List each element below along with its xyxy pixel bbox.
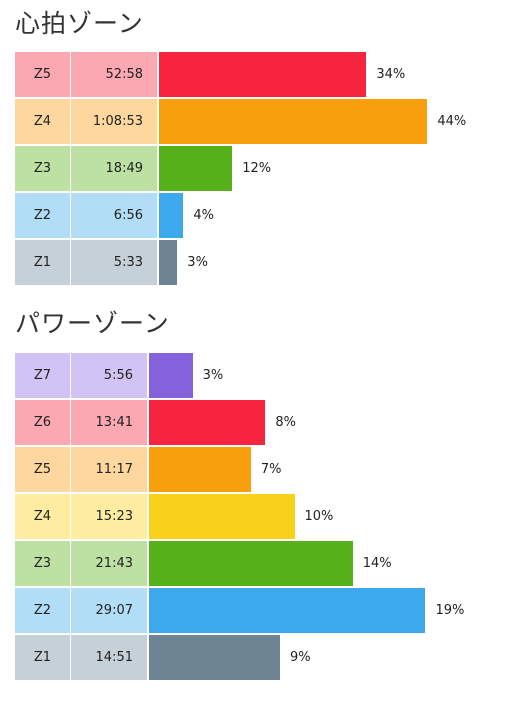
zone-row: Z6 13:41 8% bbox=[15, 400, 514, 445]
zone-bar bbox=[149, 494, 295, 539]
zone-time: 21:43 bbox=[71, 541, 147, 586]
zone-percent-label: 4% bbox=[193, 208, 215, 223]
zone-percent-label: 3% bbox=[202, 368, 224, 383]
zone-percent-label: 14% bbox=[362, 556, 392, 571]
zone-bar bbox=[149, 400, 266, 445]
zone-bar bbox=[159, 146, 233, 191]
zone-bar bbox=[159, 99, 428, 144]
zone-bar bbox=[149, 588, 426, 633]
zone-row: Z5 11:17 7% bbox=[15, 447, 514, 492]
zone-row: Z1 14:51 9% bbox=[15, 635, 514, 680]
zone-label: Z1 bbox=[15, 635, 70, 680]
zone-time: 5:33 bbox=[71, 240, 157, 285]
zone-label: Z3 bbox=[15, 146, 70, 191]
zone-row: Z4 1:08:53 44% bbox=[15, 99, 514, 144]
zone-percent-label: 8% bbox=[275, 415, 297, 430]
zone-time: 52:58 bbox=[71, 52, 157, 97]
zone-row: Z3 21:43 14% bbox=[15, 541, 514, 586]
zone-time: 6:56 bbox=[71, 193, 157, 238]
zone-bar bbox=[149, 447, 251, 492]
zone-bar bbox=[149, 353, 193, 398]
zone-time: 13:41 bbox=[71, 400, 147, 445]
zone-time: 1:08:53 bbox=[71, 99, 157, 144]
zone-row: Z3 18:49 12% bbox=[15, 146, 514, 191]
zone-percent-label: 44% bbox=[437, 114, 467, 129]
zone-label: Z2 bbox=[15, 193, 70, 238]
zone-row: Z2 29:07 19% bbox=[15, 588, 514, 633]
zone-time: 15:23 bbox=[71, 494, 147, 539]
zone-bar bbox=[149, 635, 280, 680]
zone-bar bbox=[159, 240, 178, 285]
zone-label: Z4 bbox=[15, 494, 70, 539]
zone-time: 11:17 bbox=[71, 447, 147, 492]
zone-time: 5:56 bbox=[71, 353, 147, 398]
zone-time: 14:51 bbox=[71, 635, 147, 680]
zone-label: Z5 bbox=[15, 52, 70, 97]
zone-label: Z3 bbox=[15, 541, 70, 586]
zone-time: 29:07 bbox=[71, 588, 147, 633]
zone-row: Z2 6:56 4% bbox=[15, 193, 514, 238]
zone-bar bbox=[159, 52, 367, 97]
zone-bar bbox=[149, 541, 353, 586]
power-zones-title: パワーゾーン bbox=[15, 309, 170, 338]
zone-percent-label: 12% bbox=[242, 161, 272, 176]
zone-label: Z7 bbox=[15, 353, 70, 398]
heart-rate-zones-chart: Z5 52:58 34% Z4 1:08:53 44% Z3 18:49 12% Z2 6:56 4%… bbox=[15, 52, 514, 287]
zone-bar bbox=[159, 193, 184, 238]
zone-row: Z7 5:56 3% bbox=[15, 353, 514, 398]
zone-row: Z5 52:58 34% bbox=[15, 52, 514, 97]
zone-row: Z1 5:33 3% bbox=[15, 240, 514, 285]
zone-label: Z4 bbox=[15, 99, 70, 144]
zone-label: Z5 bbox=[15, 447, 70, 492]
zone-percent-label: 19% bbox=[435, 603, 465, 618]
zone-label: Z2 bbox=[15, 588, 70, 633]
zone-percent-label: 9% bbox=[289, 650, 311, 665]
zone-percent-label: 10% bbox=[304, 509, 334, 524]
power-zones-chart: Z7 5:56 3% Z6 13:41 8% Z5 11:17 7% Z4 15:23 10% Z3 21… bbox=[15, 353, 514, 682]
zone-label: Z6 bbox=[15, 400, 70, 445]
zone-percent-label: 34% bbox=[376, 67, 406, 82]
heart-rate-zones-title: 心拍ゾーン bbox=[15, 9, 144, 38]
zone-percent-label: 7% bbox=[260, 462, 282, 477]
zone-percent-label: 3% bbox=[187, 255, 208, 270]
zone-row: Z4 15:23 10% bbox=[15, 494, 514, 539]
zone-label: Z1 bbox=[15, 240, 70, 285]
zone-time: 18:49 bbox=[71, 146, 157, 191]
